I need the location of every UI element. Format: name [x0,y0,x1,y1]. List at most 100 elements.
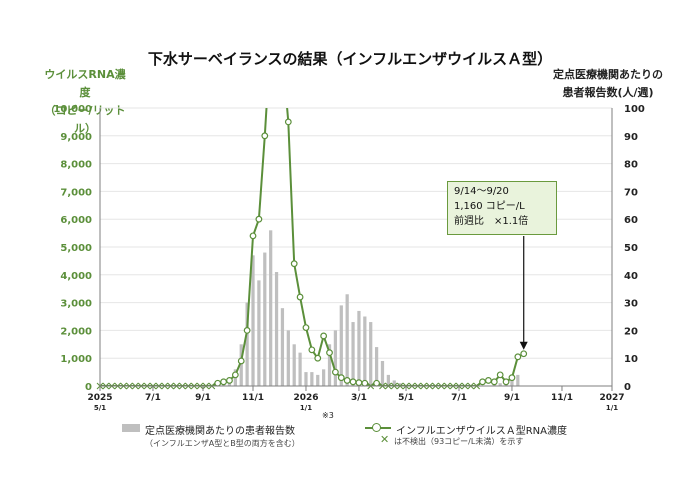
line-point [302,324,310,332]
left-tick-label: 2,000 [60,326,92,337]
left-tick-label: 8,000 [60,160,92,171]
x-tick-label: 7/1 [451,393,467,403]
line-point [520,350,528,358]
right-tick-label: 40 [624,271,638,282]
legend-bar-label: 定点医療機関あたりの患者報告数 [145,426,295,437]
bar [310,372,314,386]
bar [498,383,502,386]
right-tick-label: 60 [624,215,638,226]
line-point [485,377,492,384]
bar [280,308,285,386]
line-point [355,379,363,387]
x-tick-sublabel: 1/1 [606,404,618,412]
bar [363,316,367,386]
legend-line-label: インフルエンザウイルスＡ型RNA濃度 [396,426,567,437]
line-point [231,371,239,379]
left-tick-label: 6,000 [60,215,92,226]
left-axis-label-line2: （コピー/リットル） [44,104,126,135]
left-tick-label: 3,000 [60,299,92,310]
right-axis-label: 定点医療機関あたりの 患者報告数(人/週) [548,66,668,102]
line-point [496,371,504,379]
right-tick-label: 0 [624,382,631,393]
legend-line: インフルエンザウイルスＡ型RNA濃度 [396,422,567,437]
left-tick-label: 5,000 [60,243,92,254]
legend-bar-swatch [122,424,140,432]
left-axis-label-line1: ウイルスRNA濃度 [44,68,126,99]
x-tick-label: 7/1 [145,393,161,403]
line-point [349,378,357,386]
bar [269,230,273,386]
left-axis-label: ウイルスRNA濃度 （コピー/リットル） [40,66,130,138]
bar [245,302,249,386]
bar [292,344,296,386]
line-point [373,379,380,387]
x-tick-label: 5/1 [398,393,414,403]
legend-bar-marker: ※3 [322,411,334,420]
right-tick-label: 80 [624,160,638,171]
bar [333,330,338,386]
bar [392,380,396,386]
line-point [249,232,257,240]
x-tick-sublabel: 1/1 [300,404,312,412]
x-tick-label: 9/1 [504,393,520,403]
left-tick-label: 1,000 [60,354,92,365]
legend-bars: 定点医療機関あたりの患者報告数 （インフルエンザA型とB型の両方を含む） [145,422,300,449]
bar [357,310,361,386]
right-tick-label: 100 [624,104,645,115]
right-axis-label-line1: 定点医療機関あたりの [553,68,663,81]
x-tick-label: 2026 [293,393,318,403]
right-tick-label: 20 [624,326,638,337]
left-tick-label: 0 [85,382,92,393]
right-tick-label: 50 [624,243,638,254]
bar [274,272,279,386]
x-tick-label: 11/1 [551,393,573,403]
bar [386,374,390,386]
left-tick-label: 10,000 [53,104,92,115]
line-point [320,332,328,340]
bar [316,374,320,386]
x-tick-sublabel: 5/1 [94,404,106,412]
line-point [479,378,486,386]
bar [298,352,302,386]
bar [492,384,496,386]
bar [251,255,255,386]
x-tick-label: 2027 [599,393,624,403]
bar [380,360,385,386]
callout-value: 1,160 コピー/L [454,201,525,212]
bar [345,294,349,386]
bar [351,322,355,386]
bar [327,344,332,386]
right-tick-label: 10 [624,354,638,365]
line-point [290,260,298,268]
callout-period: 9/14～9/20 [454,186,509,197]
x-tick-label: 2025 [87,393,112,403]
not-detected-icon: ✕ [380,433,390,446]
line-point [514,353,522,361]
left-tick-label: 9,000 [60,132,92,143]
bar [374,347,379,386]
line-point [220,378,227,386]
bar [322,369,326,386]
line-point [243,327,251,334]
callout-arrowhead [519,341,528,350]
x-tick-label: 9/1 [195,393,211,403]
right-axis-label-line2: 患者報告数(人/週) [562,86,654,99]
bar [263,252,267,386]
bar [516,374,520,386]
x-tick-label: 3/1 [351,393,367,403]
line-point [226,377,233,384]
line-point [284,118,292,126]
line-point [490,378,498,386]
legend-bar-note: （インフルエンザA型とB型の両方を含む） [145,439,300,448]
legend-line-note: は不検出（93コピー/L未満）を示す [394,437,524,446]
right-tick-label: 30 [624,299,638,310]
left-tick-label: 4,000 [60,271,92,282]
line-point [332,368,339,376]
line-point [343,377,351,384]
left-tick-label: 7,000 [60,187,92,198]
line-point [214,379,222,387]
bar [398,383,402,386]
line-point [502,378,510,386]
legend-line-marker [372,423,381,432]
right-tick-label: 70 [624,187,638,198]
